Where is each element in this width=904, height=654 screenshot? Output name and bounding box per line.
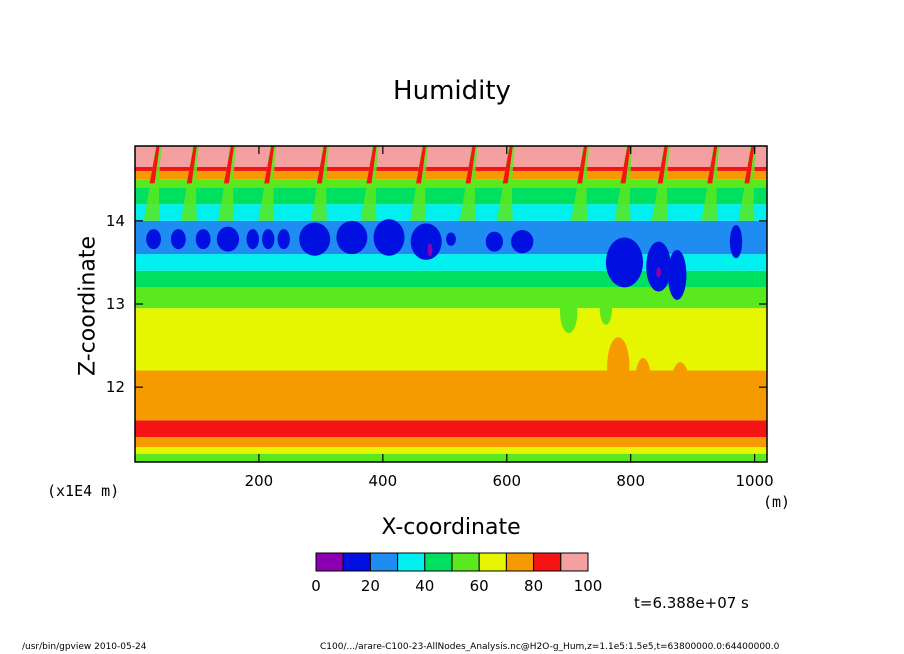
- moist-intrusion-3: [705, 370, 730, 421]
- colorbar-swatch-4: [424, 552, 453, 572]
- dry-cell-2: [195, 229, 211, 250]
- footer-program-date: /usr/bin/gpview 2010-05-24: [22, 642, 147, 652]
- x-tick-label-800: 800: [616, 472, 645, 490]
- humidity-band-10: [135, 204, 767, 221]
- y-tick-label-14: 14: [106, 212, 125, 230]
- footer-data-source: C100/.../arare-C100-23-AllNodes_Analysis…: [320, 642, 780, 652]
- x-tick-label-600: 600: [492, 472, 521, 490]
- dry-cell-19: [729, 225, 743, 259]
- colorbar-swatch-6: [478, 552, 507, 572]
- x-axis-unit: (m): [763, 493, 791, 511]
- plume-core-12: [707, 146, 718, 184]
- dry-cell-8: [336, 220, 368, 255]
- dry-cell-12: [446, 232, 456, 246]
- y-axis: 12 13 14: [106, 212, 767, 396]
- dry-cell-16: [646, 241, 671, 292]
- dry-cell-11: [427, 243, 433, 257]
- plume-core-9: [577, 146, 588, 184]
- plume-core-13: [744, 146, 755, 184]
- colorbar-swatch-8: [533, 552, 562, 572]
- colorbar-swatch-9: [560, 552, 589, 572]
- humidity-band-14: [135, 166, 767, 171]
- dry-cell-3: [216, 226, 240, 252]
- dry-cell-1: [170, 229, 186, 250]
- dry-cell-4: [246, 229, 259, 250]
- colorbar-swatch-0: [315, 552, 344, 572]
- colorbar-label-100: 100: [574, 577, 603, 595]
- moist-intrusion-5: [599, 291, 613, 325]
- colorbar-swatch-2: [369, 552, 399, 572]
- moist-intrusion-0: [607, 337, 630, 396]
- y-tick-label-13: 13: [106, 295, 125, 313]
- dry-cell-14: [511, 229, 534, 254]
- plume-core-5: [366, 146, 377, 184]
- colorbar-label-60: 60: [470, 577, 489, 595]
- dry-cell-13: [485, 231, 504, 252]
- colorbar-swatch-5: [451, 552, 480, 572]
- colorbar-legend: 0 20 40 60 80 100: [311, 552, 603, 595]
- colorbar-swatch-7: [505, 552, 535, 572]
- x-axis-label: X-coordinate: [381, 515, 521, 540]
- plume-core-8: [502, 146, 513, 184]
- x-tick-label-1000: 1000: [736, 472, 774, 490]
- humidity-band-12: [135, 179, 767, 188]
- humidity-band-3: [135, 420, 767, 438]
- plot-area: [135, 146, 767, 462]
- y-tick-label-12: 12: [106, 378, 125, 396]
- plume-core-10: [620, 146, 631, 184]
- plume-core-2: [223, 146, 234, 184]
- time-readout: t=6.388e+07 s: [634, 594, 749, 612]
- x-tick-label-200: 200: [245, 472, 274, 490]
- dry-cell-5: [262, 229, 275, 250]
- plume-core-1: [186, 146, 197, 184]
- humidity-band-1: [135, 447, 767, 454]
- moist-intrusion-2: [670, 362, 691, 421]
- plume-core-0: [149, 146, 160, 184]
- dry-cell-6: [277, 229, 290, 250]
- colorbar-swatch-3: [397, 552, 426, 572]
- y-axis-unit: (x1E4 m): [47, 482, 120, 500]
- humidity-band-15: [135, 146, 767, 167]
- chart-title: Humidity: [393, 76, 511, 106]
- colorbar-label-80: 80: [524, 577, 543, 595]
- dry-cell-7: [299, 222, 331, 256]
- x-tick-label-400: 400: [369, 472, 398, 490]
- dry-cell-17: [656, 267, 662, 278]
- humidity-band-4: [135, 370, 767, 421]
- plume-core-11: [657, 146, 668, 184]
- dry-cell-0: [146, 229, 162, 250]
- moist-intrusion-1: [634, 358, 652, 417]
- dry-cell-18: [667, 249, 687, 300]
- dry-cell-15: [605, 237, 644, 288]
- dry-cell-9: [373, 219, 405, 256]
- humidity-band-13: [135, 170, 767, 180]
- plume-core-3: [264, 146, 275, 184]
- humidity-band-11: [135, 187, 767, 205]
- colorbar-swatch-1: [342, 552, 371, 572]
- humidity-band-0: [135, 453, 767, 462]
- dry-cell-10: [410, 223, 442, 260]
- moist-intrusion-4: [560, 291, 578, 334]
- y-axis-label: Z-coordinate: [75, 236, 101, 376]
- plume-core-7: [465, 146, 476, 184]
- plume-core-4: [316, 146, 327, 184]
- x-axis: 200 400 600 800 1000: [245, 146, 774, 490]
- plume-core-6: [416, 146, 427, 184]
- colorbar-label-20: 20: [361, 577, 380, 595]
- colorbar-label-40: 40: [415, 577, 434, 595]
- colorbar-label-0: 0: [311, 577, 321, 595]
- humidity-band-2: [135, 437, 767, 448]
- humidity-band-5: [135, 308, 767, 371]
